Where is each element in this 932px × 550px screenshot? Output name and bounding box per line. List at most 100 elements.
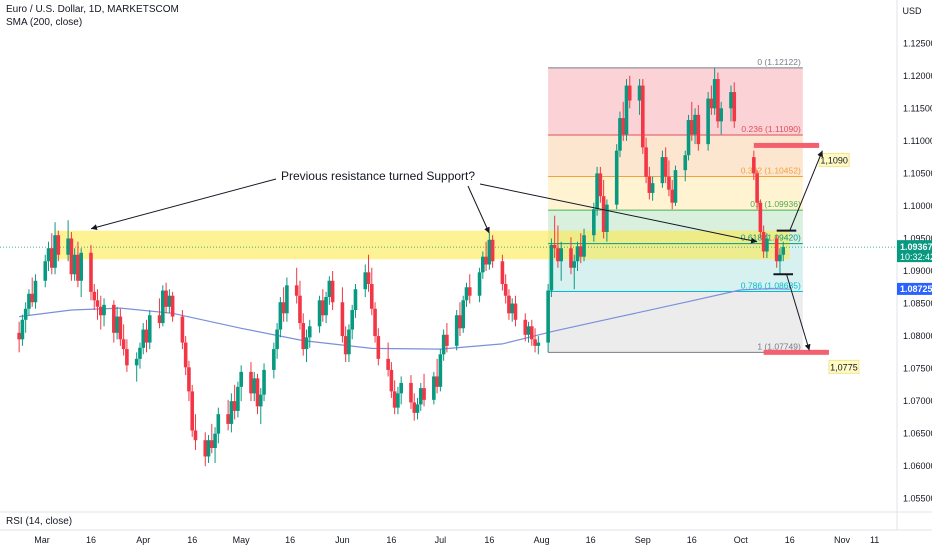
x-tick-label: 16 (687, 535, 697, 545)
candle (454, 310, 459, 351)
candle (183, 336, 188, 376)
candle-body (203, 440, 208, 457)
candle (350, 304, 355, 340)
candle-body (706, 98, 710, 145)
fib-label-1: 1 (1.07749) (757, 341, 801, 351)
candle (343, 326, 348, 363)
candle (689, 101, 694, 141)
candle (637, 79, 642, 115)
candle (670, 179, 675, 210)
candle (667, 160, 671, 197)
candle-body (98, 306, 103, 316)
fib-label-0.236: 0.236 (1.11090) (741, 124, 801, 134)
candle-body (696, 114, 701, 145)
target-bar-1 (753, 142, 820, 148)
candle (758, 199, 763, 239)
candle-body (125, 349, 129, 366)
currency-label[interactable]: USD (902, 6, 922, 16)
candle (206, 434, 211, 463)
candle (324, 291, 328, 324)
candle (327, 276, 332, 305)
x-tick-label: 16 (187, 535, 197, 545)
fib-lines: 0 (1.12122) 0.236 (1.11090) 0.382 (1.10452… (548, 57, 803, 353)
candle-body (321, 300, 325, 316)
candle-body (206, 440, 211, 457)
candle (275, 323, 279, 359)
candle-body (138, 347, 142, 359)
candle-body (575, 246, 580, 262)
support-zone-layer (0, 230, 897, 260)
candle-body (366, 272, 371, 285)
candle (278, 297, 283, 338)
candle-body (118, 316, 123, 340)
candle-body (79, 252, 83, 281)
candle (262, 363, 266, 402)
support-zone[interactable] (55, 230, 790, 260)
x-tick-label: 16 (484, 535, 494, 545)
candle (392, 380, 397, 415)
candle-body (529, 326, 534, 340)
candle (774, 235, 779, 268)
candle-body (445, 334, 449, 346)
fib-label-0.382: 0.382 (1.10452) (741, 166, 801, 176)
candle-body (536, 342, 541, 346)
candle (376, 328, 381, 366)
candle (66, 220, 70, 262)
symbol-title: Euro / U.S. Dollar, 1D, MARKETSCOM (6, 4, 179, 15)
candle-body (66, 238, 70, 255)
candle-body (569, 248, 573, 268)
candle (487, 233, 492, 270)
candle (23, 302, 28, 333)
target-label-2: 1,0775 (830, 362, 858, 372)
candle (232, 384, 237, 420)
candle-body (255, 378, 260, 407)
candle-body (69, 238, 74, 275)
candle-body (373, 308, 377, 337)
candle (621, 101, 626, 141)
candle-body (438, 354, 443, 387)
rsi-legend[interactable]: RSI (14, close) (6, 516, 73, 527)
candle (716, 72, 720, 128)
candle (92, 284, 97, 311)
candle-body (464, 287, 469, 301)
price-axis[interactable]: USD 1.12500 1.12000 1.11500 1.11000 1.10500 1… (896, 0, 932, 530)
candle (389, 362, 394, 398)
candle (72, 248, 77, 281)
candle-body (418, 388, 423, 405)
y-tick-label: 1.12000 (903, 71, 932, 81)
candle (432, 371, 436, 405)
candle (216, 407, 221, 444)
candle (340, 287, 345, 343)
candle (696, 105, 701, 151)
candle-body (262, 369, 266, 395)
sma-legend[interactable]: SMA (200, close) (6, 17, 83, 28)
candle-body (481, 256, 485, 273)
time-axis[interactable]: Mar 16 Apr 16 May 16 Jun 16 Jul 16 Aug 16 Sep 16 Oct 16… (0, 511, 932, 545)
candle-body (546, 290, 550, 343)
candle-body (758, 202, 763, 232)
candle-body (33, 280, 38, 303)
candle-body (340, 302, 345, 337)
candle (386, 342, 390, 377)
candle (226, 399, 230, 431)
candle-body (327, 280, 332, 298)
candle-body (432, 376, 436, 400)
candle (412, 393, 417, 421)
down-arrow (786, 274, 811, 351)
candle (164, 282, 168, 314)
candle (89, 244, 93, 301)
candle (239, 365, 243, 402)
candle (683, 150, 688, 182)
candle (500, 254, 505, 291)
candle (301, 313, 306, 356)
candle-body (435, 376, 439, 387)
candle-body (23, 308, 28, 320)
candle (686, 114, 691, 161)
y-tick-label: 1.10500 (903, 168, 932, 178)
candle (69, 231, 74, 281)
candle (526, 321, 531, 343)
x-tick-label: Jul (435, 535, 447, 545)
sma-badge (897, 282, 932, 295)
candle (229, 393, 234, 433)
